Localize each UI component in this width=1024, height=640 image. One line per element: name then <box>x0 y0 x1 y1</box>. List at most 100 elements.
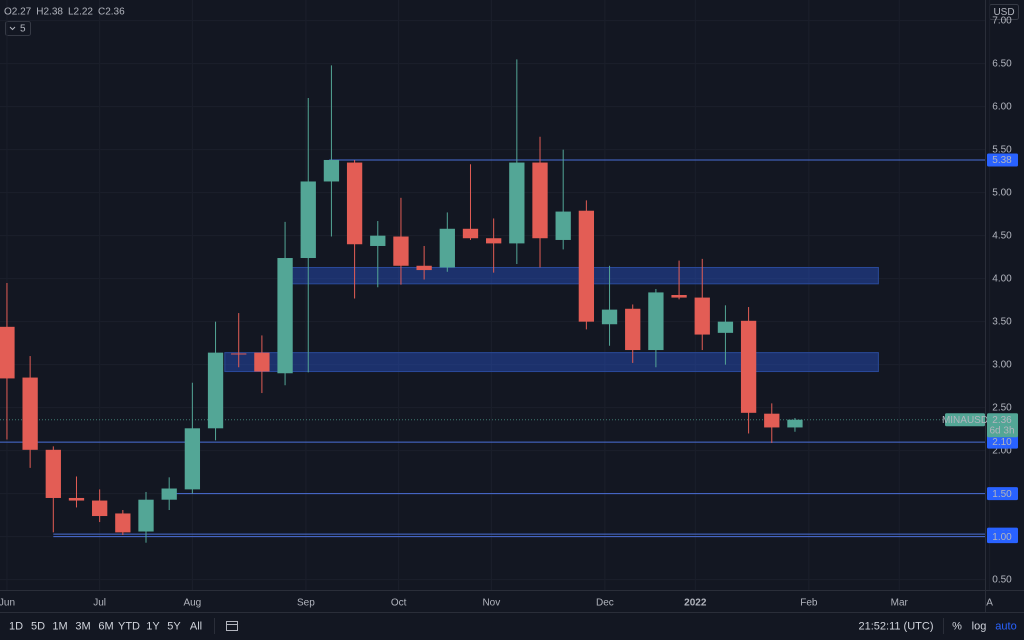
range-button[interactable]: YTD <box>118 620 140 632</box>
chevron-icon <box>9 26 16 31</box>
log-toggle[interactable]: log <box>972 620 987 632</box>
indicator-count: 5 <box>20 24 26 35</box>
percent-toggle[interactable]: % <box>952 620 962 632</box>
range-button[interactable]: 1Y <box>146 620 160 632</box>
level-label-box <box>987 530 1018 544</box>
countdown-label: 6d 3h <box>989 425 1014 436</box>
candle-body <box>416 265 432 271</box>
y-tick-label: 4.00 <box>992 273 1012 284</box>
candle-body <box>694 297 710 335</box>
candle-body <box>532 162 548 239</box>
x-tick-label: Feb <box>800 598 818 609</box>
candle-body <box>184 428 201 490</box>
candle-body <box>648 292 664 351</box>
y-tick-label: 6.00 <box>992 101 1012 112</box>
bottom-toolbar <box>0 612 1024 640</box>
candle-body <box>671 295 687 298</box>
auto-toggle[interactable]: auto <box>995 620 1016 632</box>
candle-body <box>787 419 803 428</box>
ohlc-value: 2.27 <box>12 7 32 18</box>
level-label-box <box>987 487 1018 501</box>
candle-body <box>277 258 293 374</box>
candle-body <box>764 413 780 428</box>
y-tick-label: 2.50 <box>992 402 1012 413</box>
x-tick-label: Mar <box>891 598 909 609</box>
indicator-toggle[interactable] <box>5 21 31 36</box>
candle-body <box>92 500 108 517</box>
y-tick-label: 2.00 <box>992 445 1012 456</box>
range-button[interactable]: 6M <box>98 620 113 632</box>
candle-body <box>439 228 455 268</box>
y-tick-label: 4.50 <box>992 230 1012 241</box>
icon-frame <box>226 621 238 631</box>
y-tick-label: 5.00 <box>992 187 1012 198</box>
candle-body <box>486 238 502 244</box>
range-button[interactable]: 1M <box>52 620 67 632</box>
x-tick-label: Jun <box>0 598 15 609</box>
candle-body <box>22 377 38 450</box>
level-label-box <box>987 153 1018 167</box>
clock: 21:52:11 (UTC) <box>859 620 934 632</box>
level-label: 2.10 <box>992 437 1012 448</box>
symbol-label: MINAUSD <box>942 415 988 426</box>
candle-body <box>207 352 224 429</box>
range-button[interactable]: 5Y <box>167 620 181 632</box>
x-tick-label: Jul <box>93 598 106 609</box>
range-button[interactable]: 3M <box>75 620 90 632</box>
ohlc-value: 2.36 <box>105 7 125 18</box>
y-tick-label: 0.50 <box>992 574 1012 585</box>
x-tick-label: Sep <box>297 598 315 609</box>
candle-body <box>509 162 525 244</box>
x-tick-label: A <box>986 598 993 609</box>
range-button[interactable]: 1D <box>9 620 23 632</box>
x-tick-label: 2022 <box>684 598 707 609</box>
y-tick-label: 7.00 <box>992 15 1012 26</box>
y-tick-label: 6.50 <box>992 58 1012 69</box>
last-price-label: 2.36 <box>992 415 1012 426</box>
candle-body <box>346 162 363 245</box>
ohlc-value: 2.38 <box>43 7 63 18</box>
currency: USD <box>993 7 1014 18</box>
goto-date-icon[interactable] <box>226 621 238 631</box>
candle-body <box>740 320 757 413</box>
candle-body <box>625 308 641 351</box>
level-label: 1.00 <box>992 532 1012 543</box>
candle-body <box>601 309 618 325</box>
range-button[interactable]: 5D <box>31 620 45 632</box>
x-tick-label: Oct <box>391 598 407 609</box>
candle-body <box>323 159 340 182</box>
candle-body <box>115 513 131 533</box>
candle-body <box>231 353 247 355</box>
candle-body <box>578 210 595 322</box>
candle-body <box>717 321 734 333</box>
level-label: 1.50 <box>992 489 1012 500</box>
x-tick-label: Dec <box>596 598 614 609</box>
range-button[interactable]: All <box>190 620 202 632</box>
x-tick-label: Aug <box>183 598 201 609</box>
level-label-box <box>987 435 1018 449</box>
ohlc-key: H <box>36 7 43 18</box>
ohlc-value: 2.22 <box>74 7 94 18</box>
candle-body <box>138 499 154 532</box>
ohlc-key: O <box>4 7 12 18</box>
y-tick-label: 5.50 <box>992 144 1012 155</box>
candle-body <box>555 211 571 240</box>
last-price-box <box>987 413 1018 438</box>
ohlc-key: L <box>68 7 74 18</box>
candle-body <box>68 497 85 501</box>
candle-body <box>370 235 386 246</box>
candle-body <box>462 228 479 239</box>
candle-body <box>45 449 61 498</box>
candle-body <box>254 352 270 372</box>
candle-body <box>161 488 177 500</box>
zone <box>224 352 879 373</box>
symbol-label-box <box>945 413 985 427</box>
candle-body <box>0 326 15 379</box>
x-tick-label: Nov <box>482 598 500 609</box>
y-tick-label: 3.50 <box>992 316 1012 327</box>
ohlc-key: C <box>98 7 105 18</box>
candle-body <box>300 181 316 259</box>
